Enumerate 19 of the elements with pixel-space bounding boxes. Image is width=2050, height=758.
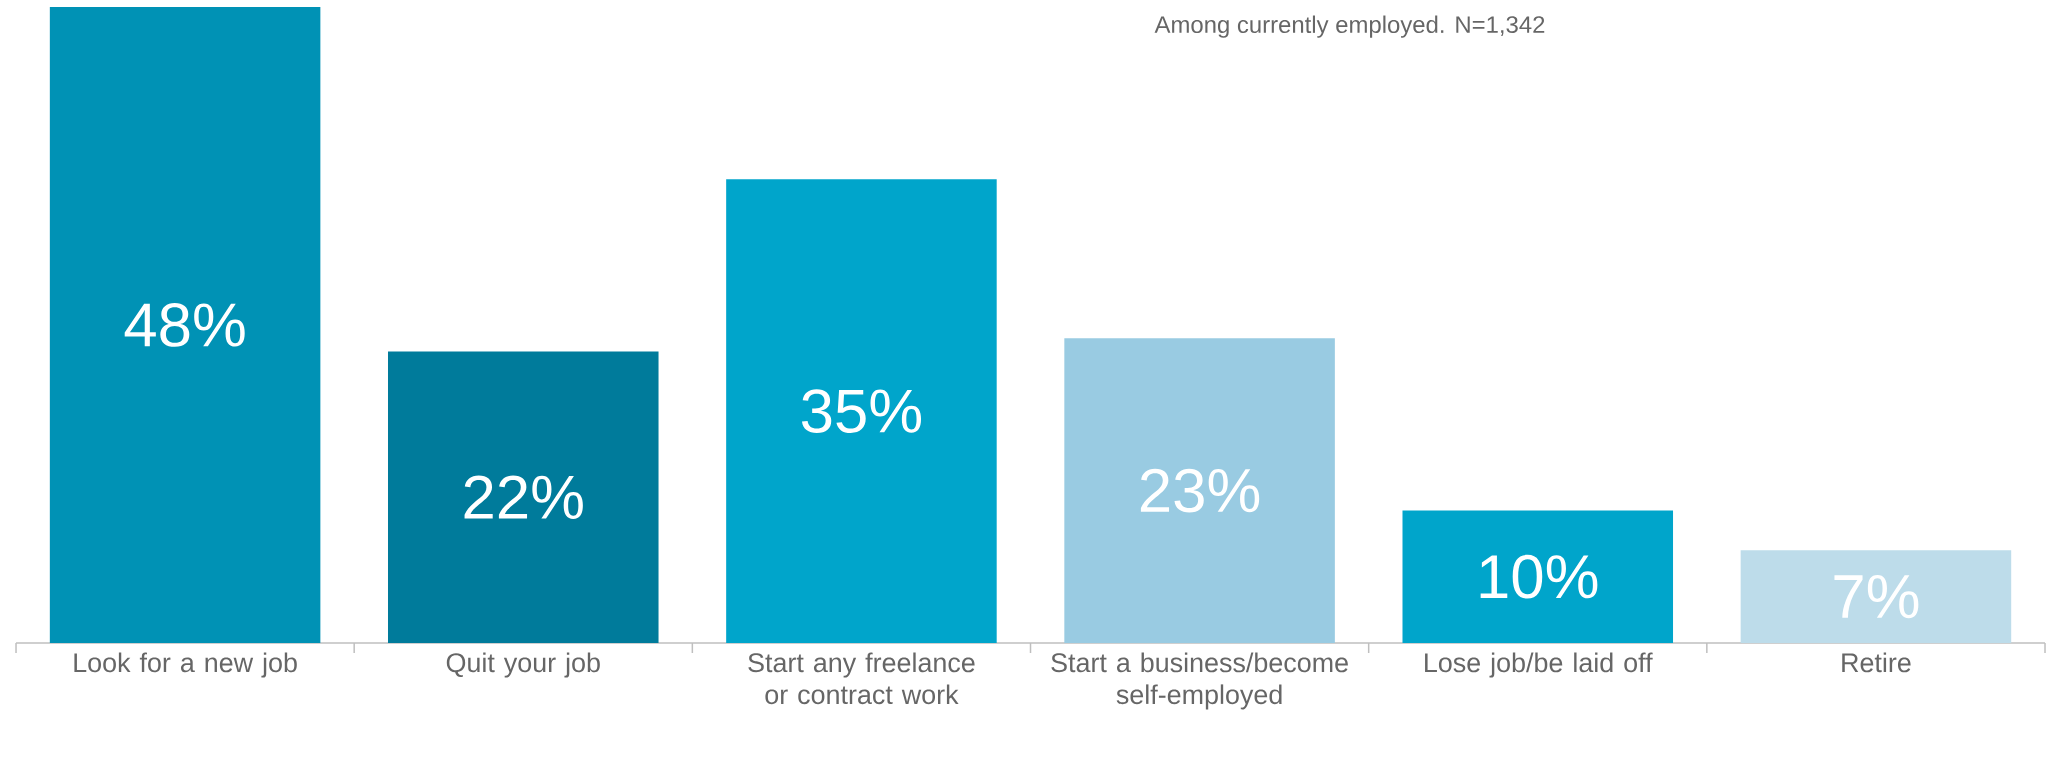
data-label: 22% [464, 475, 583, 519]
x-tick-label: Look for a new job [74, 652, 297, 678]
data-label: 7% [1834, 575, 1919, 619]
bar [726, 179, 997, 643]
x-tick-label: Lose job/be laid off [1425, 652, 1653, 678]
bar [1740, 550, 2012, 643]
data-label: 48% [124, 303, 245, 347]
data-label: 35% [801, 389, 922, 433]
x-tick-label: Start any freelance or contract work [748, 652, 975, 705]
annotation: Among currently employed. N=1,342 [1154, 15, 1545, 38]
bar [49, 6, 321, 643]
x-tick-label: Quit your job [446, 652, 600, 678]
bar [1402, 510, 1674, 643]
x-tick-label: Start a business/become self-employed [1051, 652, 1348, 710]
bar [1064, 338, 1335, 643]
bar [388, 351, 659, 643]
data-label: 10% [1480, 554, 1598, 599]
data-label: 23% [1140, 468, 1260, 513]
x-tick-label: Retire [1842, 652, 1911, 673]
